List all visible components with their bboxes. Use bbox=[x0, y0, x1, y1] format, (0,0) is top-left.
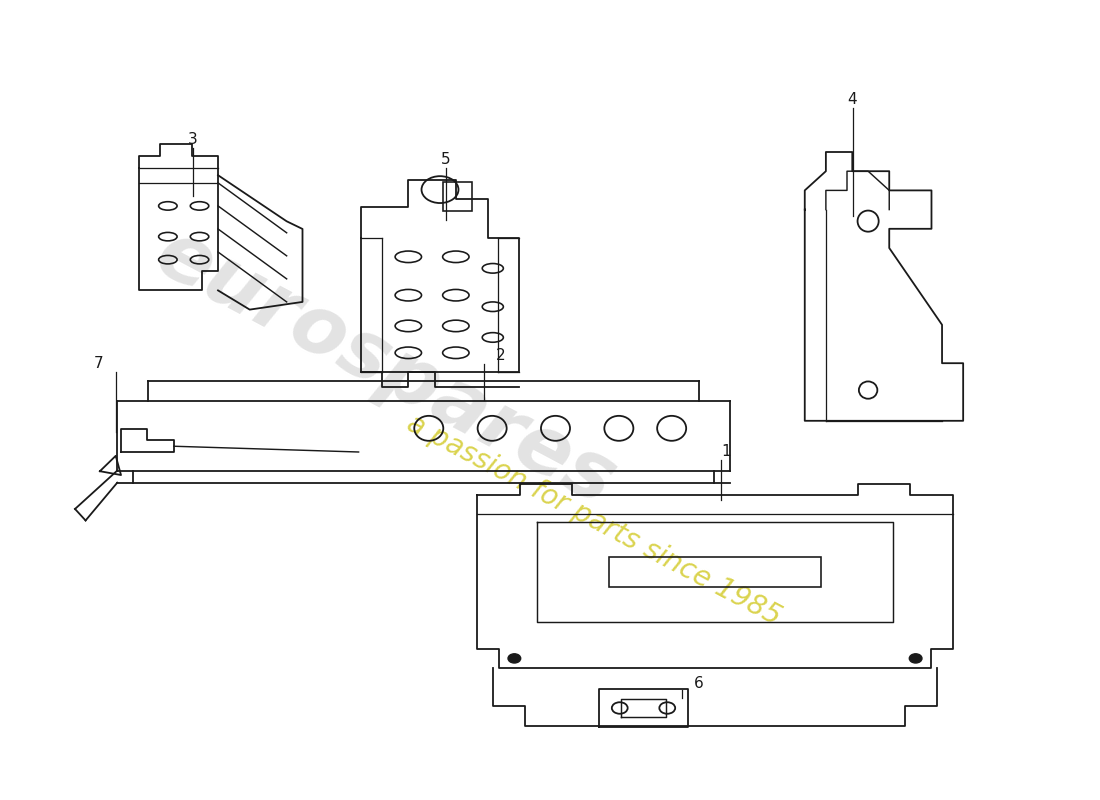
Text: 2: 2 bbox=[496, 349, 505, 363]
Text: 5: 5 bbox=[441, 153, 450, 167]
Circle shape bbox=[910, 654, 922, 663]
Text: 4: 4 bbox=[848, 93, 857, 107]
Text: 6: 6 bbox=[694, 677, 703, 691]
Circle shape bbox=[508, 654, 520, 663]
Text: 1: 1 bbox=[722, 445, 730, 459]
Text: 7: 7 bbox=[95, 357, 103, 371]
Bar bbox=[442, 182, 472, 210]
Text: a passion for parts since 1985: a passion for parts since 1985 bbox=[403, 409, 785, 631]
Text: eurospares: eurospares bbox=[142, 214, 628, 522]
Bar bbox=[609, 557, 821, 587]
Text: 3: 3 bbox=[188, 133, 197, 147]
